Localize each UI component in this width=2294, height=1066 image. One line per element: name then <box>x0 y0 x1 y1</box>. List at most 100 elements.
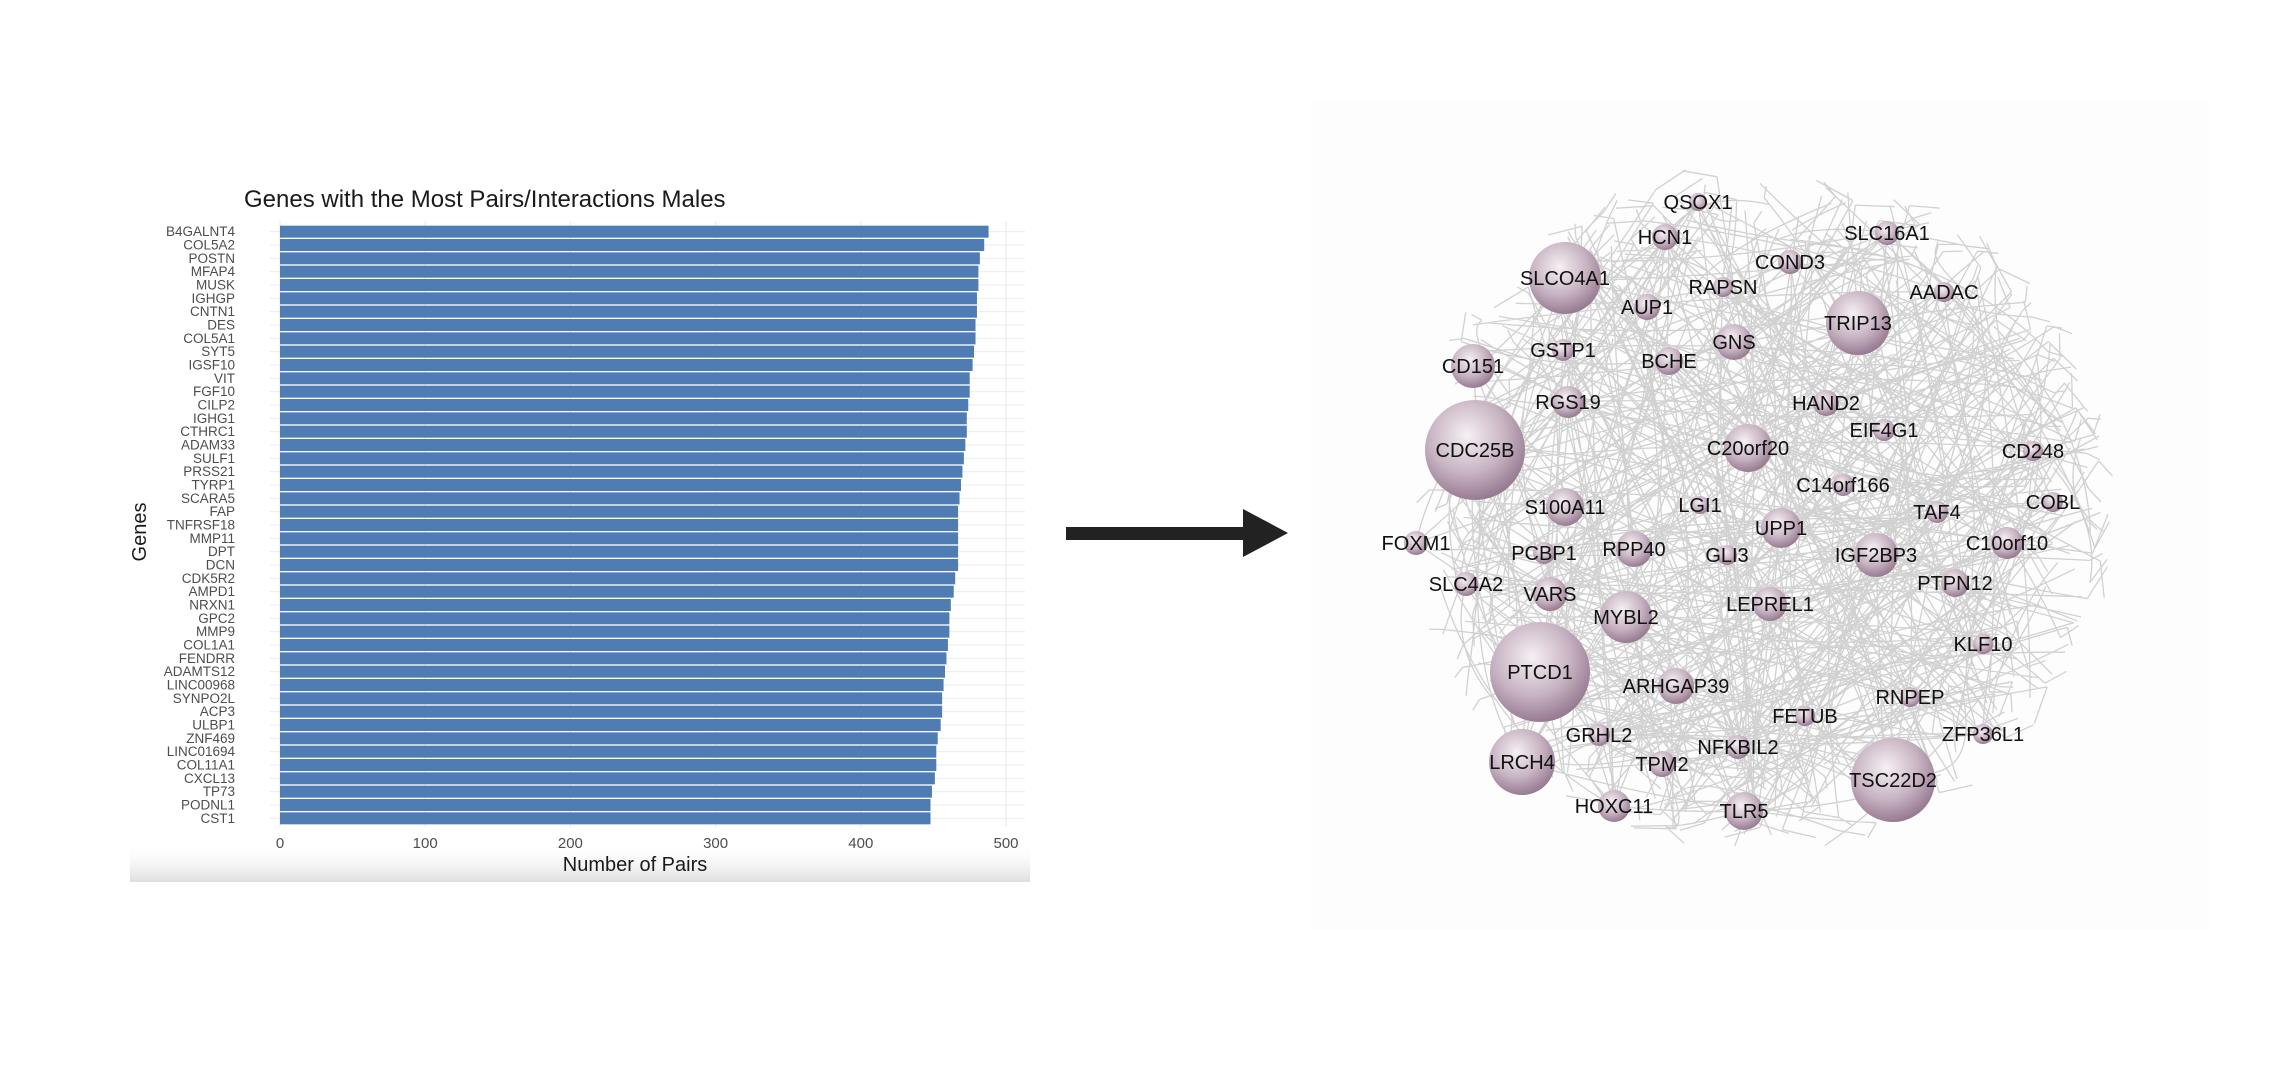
node-fetub <box>1795 706 1815 726</box>
node-label: C14orf166 <box>1796 475 1889 497</box>
node-label: TLR5 <box>1720 801 1769 823</box>
node-label: FETUB <box>1772 706 1838 728</box>
bar-fgf10 <box>280 385 970 398</box>
bar-cdk5r2 <box>280 572 956 585</box>
bar-linc00968 <box>280 679 944 691</box>
node-label: CDC25B <box>1436 440 1515 462</box>
node-hand2 <box>1813 390 1839 416</box>
node-mybl2 <box>1600 591 1652 643</box>
y-tick-label: LINC00968 <box>167 678 235 693</box>
bar-syt5 <box>280 345 975 358</box>
bar-znf469 <box>280 732 938 745</box>
node-klf10 <box>1973 634 1993 654</box>
node-label: C20orf20 <box>1707 438 1789 460</box>
node-label: TPM2 <box>1635 754 1688 776</box>
node-label: LGI1 <box>1678 495 1721 517</box>
node-label: C10orf10 <box>1966 533 2048 555</box>
bar-vit <box>280 372 970 385</box>
node-lgi1 <box>1691 496 1709 514</box>
node-label: MYBL2 <box>1593 607 1659 629</box>
node-rnpep <box>1900 687 1920 707</box>
node-tlr5 <box>1725 792 1763 830</box>
y-tick-label: TYRP1 <box>191 478 235 493</box>
x-tick-label: 500 <box>993 835 1018 852</box>
node-pcbp1 <box>1533 542 1555 564</box>
node-label: COND3 <box>1755 252 1825 274</box>
node-eif4g1 <box>1873 419 1895 441</box>
bar-b4galnt4 <box>280 225 989 238</box>
bar-podnl1 <box>280 799 931 811</box>
y-tick-label: PRSS21 <box>183 464 235 479</box>
node-label: PTCD1 <box>1507 662 1573 684</box>
y-tick-label: FAP <box>209 504 235 519</box>
y-tick-label: MMP11 <box>189 531 235 546</box>
node-s100a11 <box>1546 488 1584 526</box>
node-label: PCBP1 <box>1511 543 1577 565</box>
node-slco4a1 <box>1529 242 1601 314</box>
bar-dpt <box>280 545 959 558</box>
bar-cntn1 <box>280 305 977 318</box>
y-tick-label: CNTN1 <box>190 304 235 319</box>
node-label: SLC4A2 <box>1429 574 1504 596</box>
bar-ulbp1 <box>280 719 941 731</box>
y-tick-label: ADAM33 <box>181 438 235 453</box>
node-gli3 <box>1717 545 1737 565</box>
node-rapsn <box>1713 277 1733 297</box>
x-tick-label: 0 <box>276 835 284 852</box>
y-tick-label: VIT <box>214 371 235 386</box>
node-label: PTPN12 <box>1917 573 1993 595</box>
node-label: LEPREL1 <box>1726 594 1814 616</box>
bar-cxcl13 <box>280 772 935 785</box>
node-igf2bp3 <box>1854 533 1898 577</box>
node-tsc22d2 <box>1851 738 1935 822</box>
y-tick-label: FGF10 <box>193 384 235 399</box>
bar-chart-panel: Genes with the Most Pairs/Interactions M… <box>129 186 1030 882</box>
node-label: AUP1 <box>1621 297 1673 319</box>
node-label: SLCO4A1 <box>1520 268 1610 290</box>
node-label: TRIP13 <box>1824 313 1892 335</box>
node-label: HOXC11 <box>1575 796 1654 818</box>
y-tick-label: SYNPO2L <box>173 691 236 706</box>
y-tick-label: AMPD1 <box>188 584 235 599</box>
node-ptpn12 <box>1941 569 1969 597</box>
y-tick-label: ADAMTS12 <box>164 664 235 679</box>
bar-cilp2 <box>280 399 969 411</box>
node-label: CD151 <box>1442 356 1504 378</box>
node-gstp1 <box>1552 339 1574 361</box>
node-c20orf20 <box>1724 424 1772 472</box>
node-label: HCN1 <box>1638 227 1692 249</box>
node-label: UPP1 <box>1755 518 1807 540</box>
bar-musk <box>280 279 979 291</box>
y-tick-label: ZNF469 <box>186 731 235 746</box>
node-label: NFKBIL2 <box>1697 737 1778 759</box>
node-label: TSC22D2 <box>1849 770 1937 792</box>
bar-synpo2l <box>280 692 943 705</box>
node-slc16a1 <box>1875 221 1899 245</box>
node-label: IGF2BP3 <box>1835 545 1917 567</box>
y-tick-label: SULF1 <box>193 451 235 466</box>
node-arhgap39 <box>1658 668 1694 704</box>
bars-group <box>280 225 989 825</box>
bar-col5a2 <box>280 239 985 251</box>
y-tick-label: PODNL1 <box>181 798 235 813</box>
bar-mmp9 <box>280 625 950 638</box>
bar-cthrc1 <box>280 425 967 438</box>
y-tick-label: GPC2 <box>198 611 235 626</box>
node-cobl <box>2043 492 2063 512</box>
bar-col5a1 <box>280 332 976 345</box>
y-tick-label: COL1A1 <box>183 638 235 653</box>
node-lrch4 <box>1489 729 1555 795</box>
network-edges <box>1415 169 2113 847</box>
y-tick-label: SCARA5 <box>181 491 235 506</box>
node-label: ZFP36L1 <box>1942 724 2024 746</box>
node-label: KLF10 <box>1954 634 2013 656</box>
bar-sulf1 <box>280 452 964 465</box>
network-panel: QSOX1 HCN1 SLC16A1 COND3 SLCO4A1 RAPSN AADAC AU… <box>1310 100 2210 930</box>
x-tick-label: 400 <box>848 835 873 852</box>
node-cd151 <box>1451 344 1495 388</box>
node-label: RGS19 <box>1535 392 1601 414</box>
y-tick-label: CTHRC1 <box>180 424 235 439</box>
node-label: COBL <box>2026 492 2080 514</box>
y-tick-labels: B4GALNT4COL5A2POSTNMFAP4MUSKIGHGPCNTN1DE… <box>164 224 236 826</box>
